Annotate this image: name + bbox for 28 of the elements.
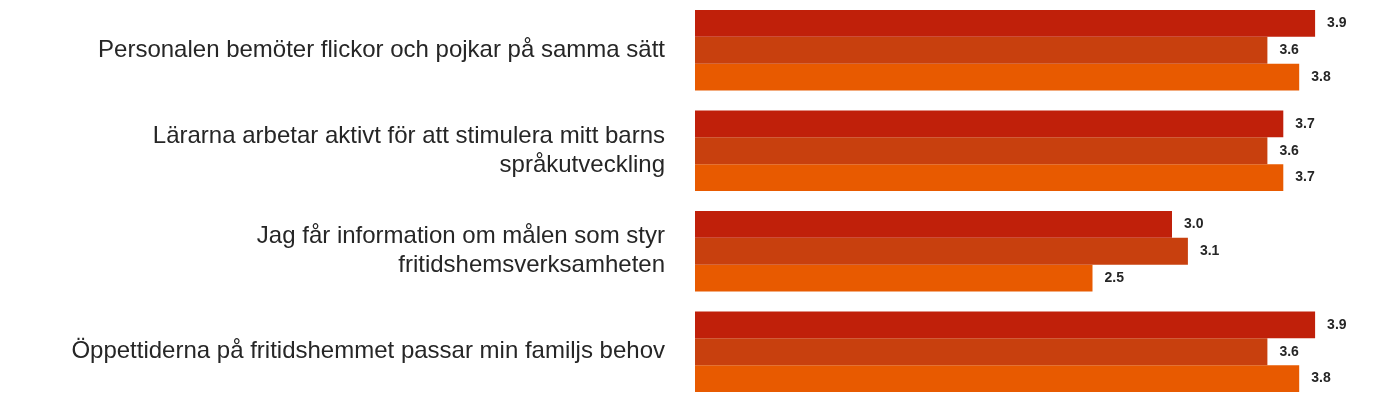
data-label: 2.5 bbox=[1104, 268, 1125, 285]
bar bbox=[695, 10, 1316, 37]
y-tick-label: Jag får information om målen som styr fritidshemsverksamheten bbox=[256, 221, 666, 278]
data-label: 3.6 bbox=[1279, 141, 1300, 158]
bar bbox=[695, 365, 1300, 392]
y-tick-label: Öppettiderna på fritidshemmet passar min familjs behov bbox=[71, 336, 665, 364]
data-label: 3.8 bbox=[1311, 369, 1331, 386]
data-label: 3.6 bbox=[1279, 41, 1300, 58]
data-label: 3.8 bbox=[1311, 67, 1331, 84]
data-label: 3.9 bbox=[1327, 14, 1347, 31]
data-label: 3.7 bbox=[1295, 168, 1315, 185]
bar bbox=[695, 36, 1268, 64]
data-label: 3.9 bbox=[1327, 315, 1347, 332]
y-tick-label: Personalen bemöter flickor och pojkar på samma sätt bbox=[98, 34, 666, 62]
data-label: 3.7 bbox=[1295, 114, 1315, 131]
data-label: 3.6 bbox=[1279, 342, 1300, 359]
y-tick-label: Lärarna arbetar aktivt för att stimulera mitt barns språkutveckling bbox=[152, 120, 665, 177]
bar bbox=[695, 164, 1284, 191]
bar bbox=[695, 237, 1188, 265]
bar bbox=[695, 137, 1268, 165]
bar bbox=[695, 63, 1300, 91]
bar bbox=[695, 211, 1172, 238]
data-label: 3.1 bbox=[1199, 242, 1220, 259]
bar bbox=[695, 338, 1268, 366]
data-label: 3.0 bbox=[1184, 215, 1204, 232]
bar bbox=[695, 264, 1093, 292]
bar bbox=[695, 110, 1284, 138]
bar bbox=[695, 311, 1316, 339]
